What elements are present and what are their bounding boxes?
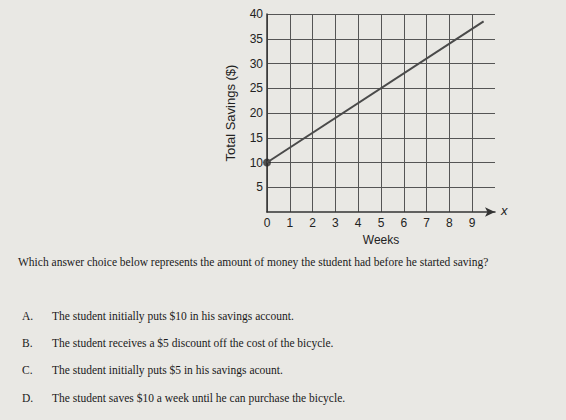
html-text:The student initially puts $10: The student initially puts $10 in his sa… xyxy=(52,310,294,322)
svg-text:20: 20 xyxy=(250,106,264,120)
svg-text:4: 4 xyxy=(355,216,362,230)
html-text:The student receives a $5 disc: The student receives a $5 discount off t… xyxy=(52,337,334,349)
svg-text:5: 5 xyxy=(378,216,385,230)
html-text:The student saves $10 a week u: The student saves $10 a week until he ca… xyxy=(52,392,346,404)
html-text:B.: B. xyxy=(22,337,33,349)
svg-text:40: 40 xyxy=(250,7,264,21)
svg-text:5: 5 xyxy=(256,180,263,194)
html-text:C.: C. xyxy=(22,364,33,376)
html-text:D.: D. xyxy=(22,392,34,404)
svg-text:3: 3 xyxy=(332,216,339,230)
svg-text:6: 6 xyxy=(400,216,407,230)
svg-text:7: 7 xyxy=(423,216,430,230)
svg-text:10: 10 xyxy=(250,156,264,170)
svg-text:9: 9 xyxy=(469,216,476,230)
svg-text:0: 0 xyxy=(264,216,271,230)
svg-text:35: 35 xyxy=(250,32,264,46)
svg-text:Weeks: Weeks xyxy=(363,233,399,247)
svg-text:2: 2 xyxy=(309,216,316,230)
svg-text:8: 8 xyxy=(446,216,453,230)
html-text:The student initially puts $5: The student initially puts $5 in his sav… xyxy=(52,364,283,376)
svg-text:x: x xyxy=(500,203,508,218)
html-text:A.: A. xyxy=(22,310,34,322)
svg-text:Total Savings ($): Total Savings ($) xyxy=(223,65,238,162)
html-text:Which answer choice below repr: Which answer choice below represents the… xyxy=(18,256,489,268)
svg-text:25: 25 xyxy=(250,81,264,95)
svg-text:30: 30 xyxy=(250,57,264,71)
svg-text:15: 15 xyxy=(250,131,264,145)
svg-text:1: 1 xyxy=(286,216,293,230)
